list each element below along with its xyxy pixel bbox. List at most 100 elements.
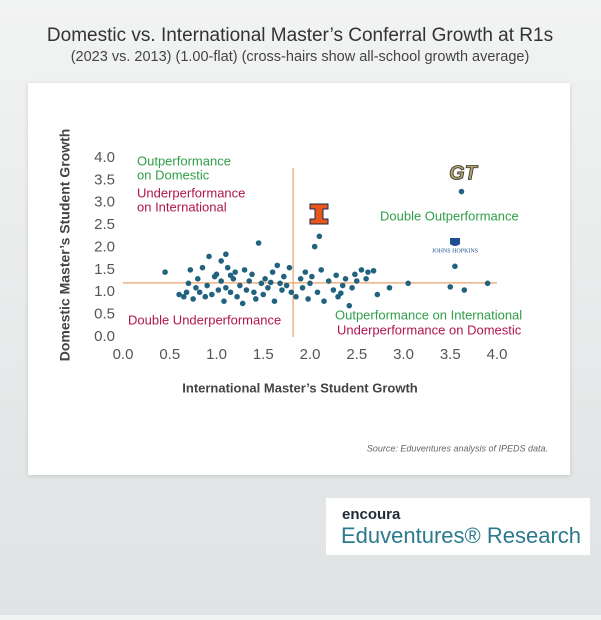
point [195, 276, 201, 282]
point [302, 269, 309, 275]
point [365, 269, 371, 275]
point [374, 291, 381, 298]
quadrant-label: Outperformance [137, 153, 231, 168]
jhu-logo: JOHNS HOPKINS [432, 238, 478, 254]
point [265, 284, 271, 291]
point [386, 284, 393, 291]
x-tick-label: 1.5 [253, 346, 274, 363]
point [213, 271, 220, 278]
quadrant-label: on International [137, 199, 227, 214]
point [241, 267, 248, 273]
point [352, 271, 358, 278]
point [204, 282, 210, 289]
point [199, 264, 206, 271]
point [215, 287, 222, 293]
point [224, 264, 231, 271]
point [237, 282, 243, 289]
point [232, 269, 238, 275]
point [279, 287, 285, 293]
source: Source: Eduventures analysis of IPEDS da… [367, 443, 548, 453]
point [223, 251, 229, 258]
point [206, 253, 212, 260]
point [258, 280, 265, 287]
point [274, 262, 281, 269]
point [252, 296, 259, 302]
point [218, 278, 224, 284]
point [183, 289, 190, 296]
point [162, 269, 168, 275]
point [353, 278, 360, 284]
point [311, 243, 318, 250]
point [318, 267, 325, 273]
point [239, 300, 246, 307]
quadrant-label: Underperformance [137, 185, 245, 200]
point [405, 280, 411, 287]
point [190, 296, 196, 302]
x-tick-label: 3.5 [440, 346, 461, 363]
point [333, 272, 339, 279]
x-tick-label: 2.5 [346, 346, 367, 363]
point [281, 273, 287, 280]
point [202, 293, 209, 300]
point [267, 279, 274, 286]
logo-text: GT [449, 162, 479, 184]
point [325, 278, 332, 284]
point [221, 298, 227, 305]
x-axis-label: International Master’s Student Growth [182, 380, 418, 395]
quadrant-label: Double Outperformance [380, 208, 519, 223]
point [307, 280, 313, 287]
point [314, 289, 321, 296]
point [196, 289, 203, 296]
x-tick-label: 3.0 [393, 346, 414, 363]
point [363, 276, 369, 282]
point [338, 290, 344, 296]
point [283, 282, 290, 289]
point [299, 284, 306, 291]
y-tick-label: 1.0 [94, 283, 115, 300]
chart-title: Domestic vs. International Master’s Conf… [47, 25, 553, 46]
point [484, 280, 491, 287]
y-tick-label: 4.0 [94, 149, 115, 166]
point [330, 287, 337, 293]
chart-subtitle: (2023 vs. 2013) (1.00-flat) (cross-hairs… [71, 49, 530, 65]
point [271, 298, 278, 305]
point [243, 287, 250, 293]
point [249, 271, 255, 278]
point [234, 293, 240, 300]
x-tick-label: 4.0 [487, 346, 508, 363]
point [260, 291, 267, 298]
logo-text: JOHNS HOPKINS [432, 248, 478, 254]
point [346, 302, 353, 309]
point [269, 269, 276, 275]
point [286, 264, 293, 271]
footer-brand: encoura [342, 506, 401, 523]
quadrant-label: Underperformance on Domestic [337, 322, 522, 337]
point [193, 284, 199, 291]
point [288, 289, 295, 296]
point [262, 276, 268, 282]
point [209, 291, 215, 298]
point [227, 289, 234, 296]
point [349, 284, 355, 291]
quadrant-label: Outperformance on International [335, 307, 522, 322]
point [223, 284, 229, 291]
logo-shape [309, 203, 329, 225]
point [461, 287, 468, 293]
point [293, 293, 299, 300]
point [246, 278, 253, 284]
y-tick-label: 3.0 [94, 194, 115, 211]
point [176, 291, 182, 298]
point [309, 273, 315, 280]
point [277, 280, 283, 287]
point [358, 267, 365, 273]
point [458, 188, 465, 195]
point [297, 276, 304, 282]
point [447, 284, 454, 290]
point [251, 289, 257, 296]
y-tick-label: 2.5 [94, 216, 115, 233]
quadrant-label: Double Underperformance [128, 312, 281, 327]
illinois-logo [309, 203, 329, 225]
point [180, 293, 187, 300]
